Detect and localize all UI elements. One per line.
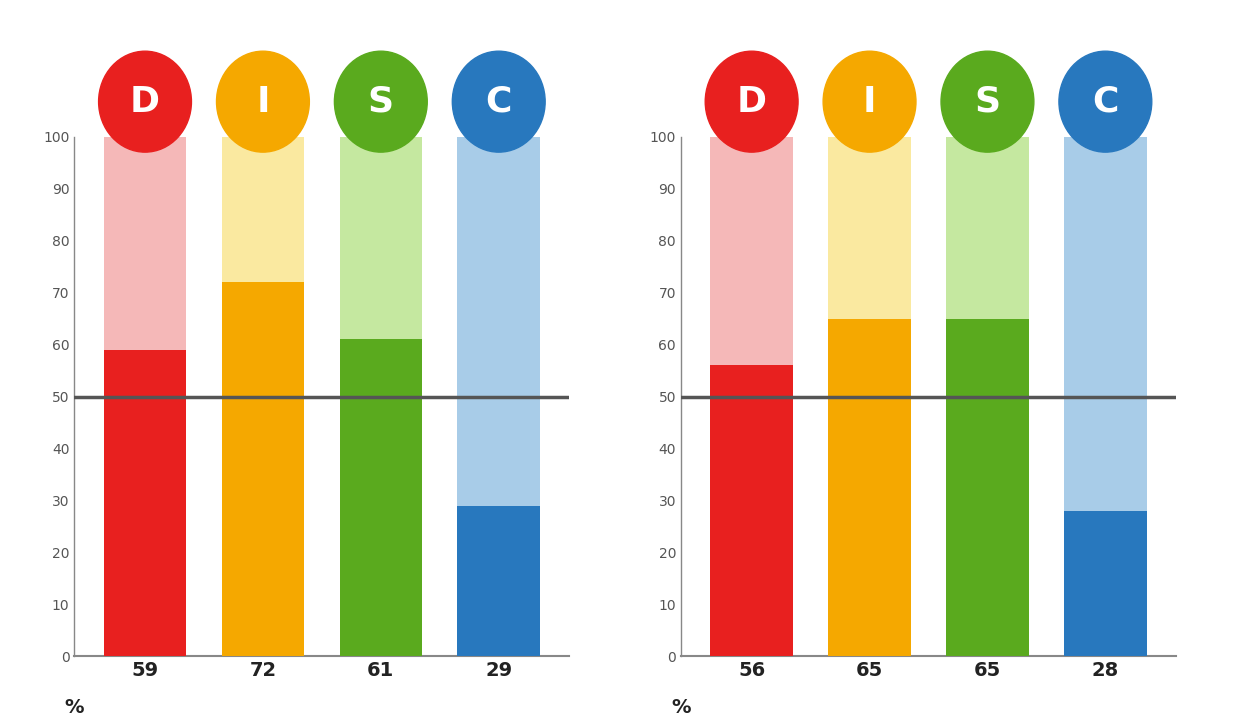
Text: I: I (256, 84, 270, 119)
Bar (104, 350, 186, 656)
Bar (104, 137, 186, 656)
Text: S: S (368, 84, 394, 119)
Bar (1065, 510, 1146, 656)
Text: 59%: 59% (126, 358, 163, 373)
Bar (222, 137, 305, 656)
Bar (339, 340, 422, 656)
Bar (458, 137, 540, 656)
Text: C: C (1092, 84, 1119, 119)
Text: 61%: 61% (363, 348, 399, 362)
Bar (339, 137, 422, 656)
Text: 29%: 29% (480, 513, 517, 528)
Bar (828, 137, 911, 656)
Text: 56%: 56% (733, 373, 770, 388)
Bar (222, 283, 305, 656)
Bar (458, 505, 540, 656)
Bar (946, 137, 1029, 656)
Text: 65%: 65% (852, 327, 888, 342)
Text: I: I (863, 84, 877, 119)
Bar (711, 137, 792, 656)
Text: D: D (130, 84, 160, 119)
Bar (711, 366, 792, 656)
Bar (1065, 137, 1146, 656)
Text: 72%: 72% (245, 290, 281, 305)
Text: %: % (671, 698, 691, 717)
Text: D: D (737, 84, 766, 119)
Text: C: C (485, 84, 513, 119)
Text: S: S (974, 84, 1000, 119)
Bar (946, 319, 1029, 656)
Text: 65%: 65% (969, 327, 1005, 342)
Bar (828, 319, 911, 656)
Text: 28%: 28% (1087, 518, 1124, 534)
Text: %: % (64, 698, 84, 717)
